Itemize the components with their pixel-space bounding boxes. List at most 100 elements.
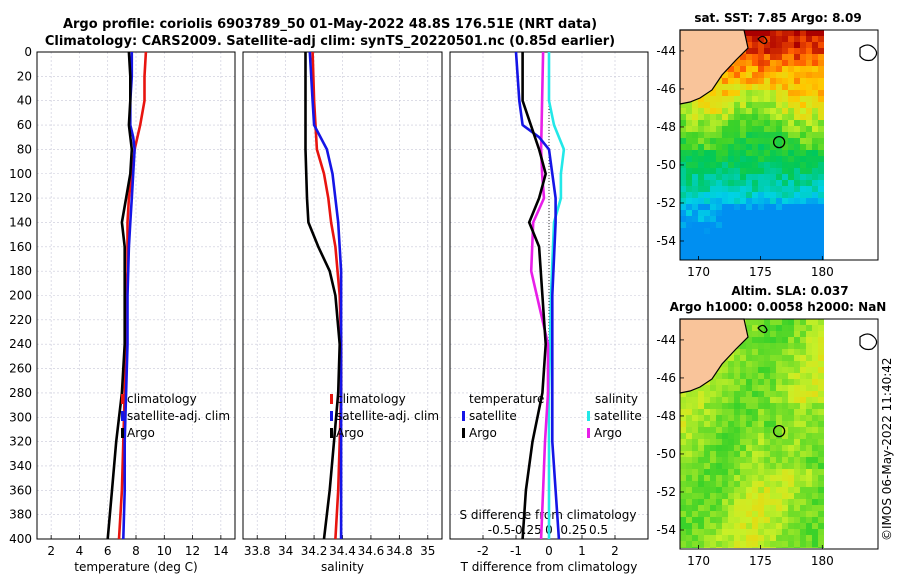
map-cell xyxy=(788,84,795,91)
map-cell xyxy=(794,385,801,392)
map-cell xyxy=(740,409,747,416)
map-cell xyxy=(716,373,723,380)
map-cell xyxy=(686,493,693,500)
map-cell xyxy=(782,138,789,145)
map-cell xyxy=(698,168,705,175)
map-cell xyxy=(818,252,824,259)
map-cell xyxy=(740,349,747,356)
map-cell xyxy=(716,90,723,97)
map-cell xyxy=(794,114,801,121)
map-cell xyxy=(704,258,711,260)
map-cell xyxy=(770,373,777,380)
map-cell xyxy=(758,427,765,434)
map-cell xyxy=(758,343,765,350)
map-cell xyxy=(794,439,801,446)
map-cell xyxy=(800,373,807,380)
map-cell xyxy=(710,114,717,121)
map-cell xyxy=(806,319,813,326)
map-cell xyxy=(806,246,813,253)
map-cell xyxy=(800,505,807,512)
map-y-tick-label: -50 xyxy=(656,158,676,172)
map-cell xyxy=(782,186,789,193)
map-cell xyxy=(806,114,813,121)
map-cell xyxy=(770,216,777,223)
map-cell xyxy=(782,66,789,73)
map-cell xyxy=(704,493,711,500)
map-cell xyxy=(806,457,813,464)
map-cell xyxy=(740,228,747,235)
map-cell xyxy=(788,445,795,452)
map-cell xyxy=(740,240,747,247)
map-cell xyxy=(782,36,789,43)
map-cell xyxy=(746,240,753,247)
map-cell xyxy=(728,198,735,205)
map-cell xyxy=(794,240,801,247)
map-cell xyxy=(806,433,813,440)
map-cell xyxy=(740,252,747,259)
map-cell xyxy=(764,529,771,536)
map-cell xyxy=(752,168,759,175)
map-cell xyxy=(728,246,735,253)
map-cell xyxy=(710,180,717,187)
map-cell xyxy=(794,349,801,356)
map-cell xyxy=(794,252,801,259)
map-cell xyxy=(818,222,824,229)
map-cell xyxy=(794,36,801,43)
map-cell xyxy=(746,204,753,211)
map-cell xyxy=(704,421,711,428)
map-cell xyxy=(752,415,759,422)
map-cell xyxy=(758,505,765,512)
map-cell xyxy=(758,162,765,169)
map-cell xyxy=(758,138,765,145)
map-cell xyxy=(770,192,777,199)
map-cell xyxy=(794,216,801,223)
map-cell xyxy=(728,126,735,133)
map-cell xyxy=(764,451,771,458)
map-cell xyxy=(770,337,777,344)
map-cell xyxy=(788,240,795,247)
map-cell xyxy=(818,355,824,362)
y-tick-label: 80 xyxy=(17,142,32,156)
map-cell xyxy=(722,445,729,452)
map-cell xyxy=(800,48,807,55)
map-cell xyxy=(692,421,699,428)
map-cell xyxy=(776,511,783,518)
map-cell xyxy=(818,102,824,109)
map-cell xyxy=(812,168,819,175)
map-cell xyxy=(770,60,777,67)
map-cell xyxy=(788,66,795,73)
map-cell xyxy=(806,343,813,350)
map-cell xyxy=(728,493,735,500)
map-cell xyxy=(806,102,813,109)
map-cell xyxy=(800,457,807,464)
map-cell xyxy=(734,445,741,452)
map-cell xyxy=(770,445,777,452)
map-cell xyxy=(710,132,717,139)
map-cell xyxy=(764,30,771,37)
map-cell xyxy=(722,427,729,434)
map-cell xyxy=(788,222,795,229)
y-tick-label: 320 xyxy=(9,435,32,449)
x-tick-label: 33.8 xyxy=(244,544,271,558)
map-x-tick-label: 175 xyxy=(749,265,772,279)
map-cell xyxy=(728,529,735,536)
map-cell xyxy=(698,246,705,253)
map-cell xyxy=(710,222,717,229)
map-cell xyxy=(812,517,819,524)
map-cell xyxy=(812,367,819,374)
map-cell xyxy=(716,192,723,199)
map-cell xyxy=(800,180,807,187)
map-cell xyxy=(704,391,711,398)
map-cell xyxy=(680,523,687,530)
map-cell xyxy=(716,421,723,428)
map-cell xyxy=(692,481,699,488)
map-cell xyxy=(704,108,711,115)
map-cell xyxy=(746,535,753,542)
map-cell xyxy=(728,96,735,103)
map-cell xyxy=(692,102,699,109)
series-line-argo xyxy=(106,51,134,540)
legend-label: Argo xyxy=(336,426,364,440)
map-cell xyxy=(722,403,729,410)
map-cell xyxy=(818,349,824,356)
map-cell xyxy=(764,90,771,97)
